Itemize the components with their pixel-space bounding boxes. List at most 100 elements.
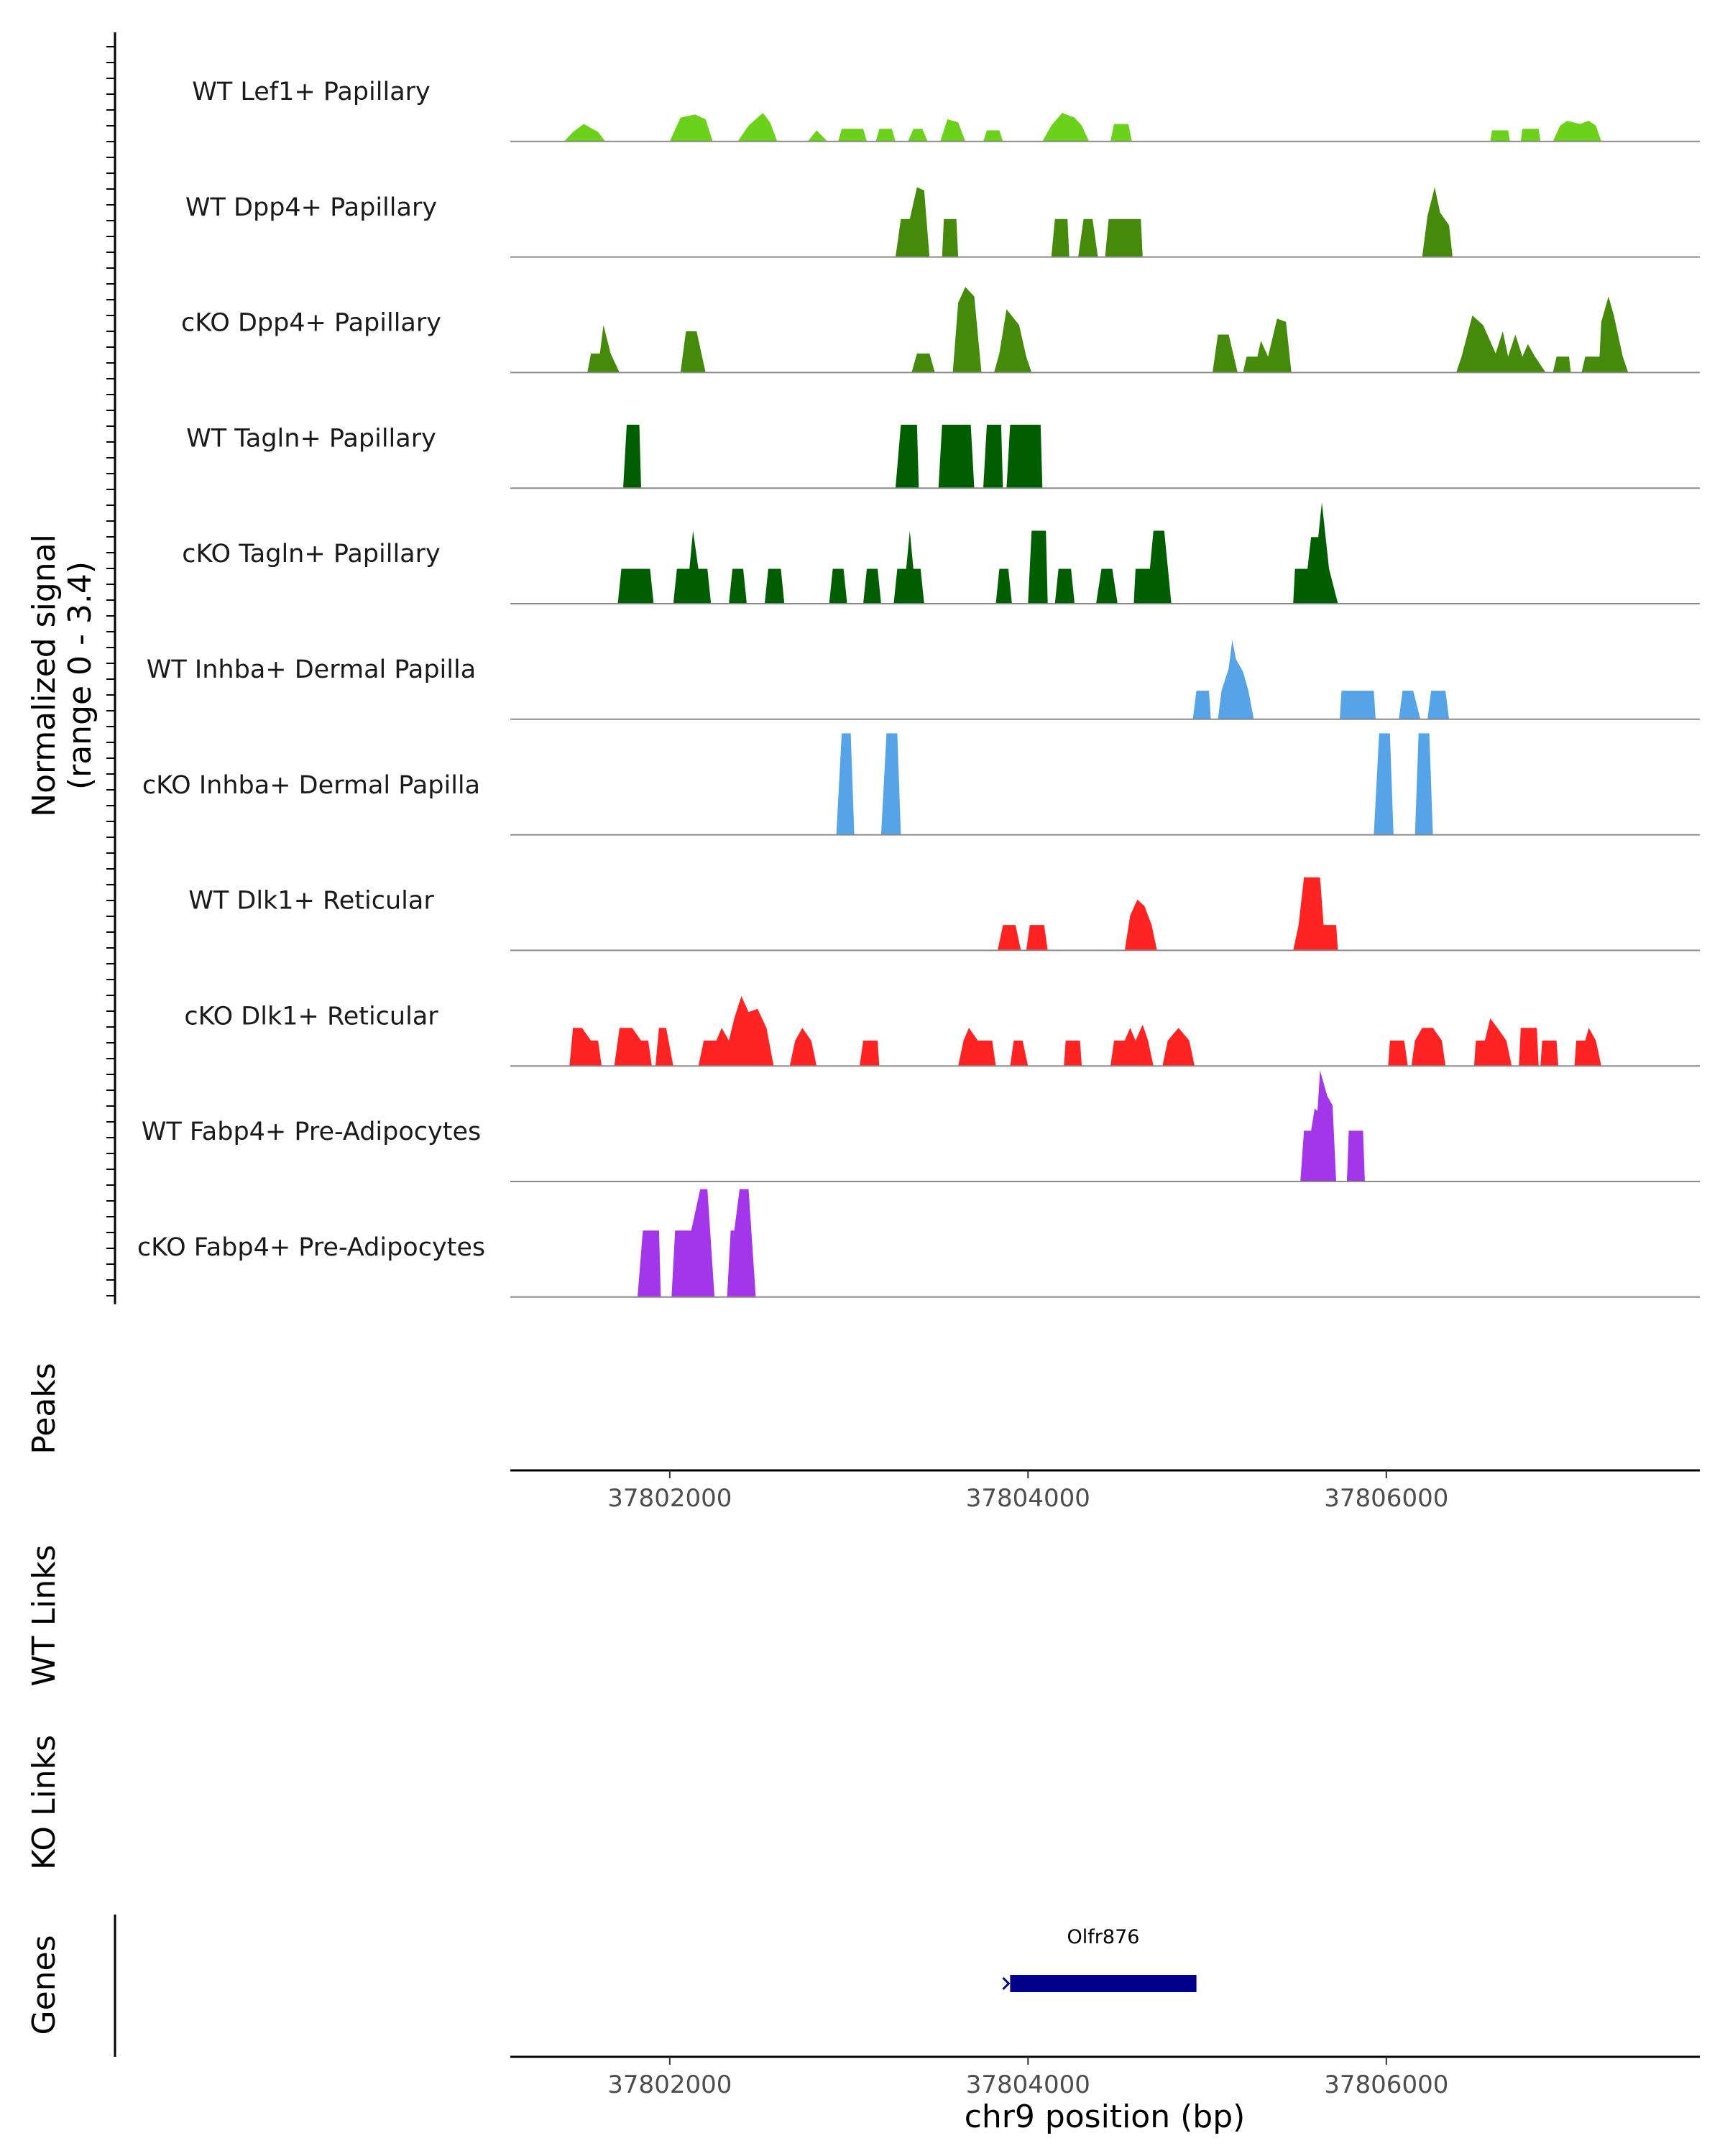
- signal-peak: [998, 925, 1021, 951]
- x-tick-label: 37804000: [966, 2070, 1090, 2099]
- signal-peak: [638, 1230, 661, 1297]
- x-tick-label: 37802000: [607, 1484, 732, 1513]
- signal-peak: [1293, 877, 1338, 951]
- signal-peak: [1010, 1040, 1029, 1067]
- signal-peak: [1427, 691, 1450, 719]
- signal-peak: [1054, 568, 1075, 604]
- signal-peak: [1028, 530, 1048, 604]
- peaks-x-axis: 37802000 37804000 37806000: [510, 1469, 1700, 1513]
- signal-peak: [1399, 691, 1421, 719]
- signal-peak: [729, 568, 747, 604]
- gene-name: Olfr876: [1067, 1926, 1140, 1948]
- signal-peak: [983, 130, 1003, 142]
- signal-peak: [669, 114, 713, 142]
- wt-links-panel-label: WT Links: [26, 1544, 63, 1686]
- signal-peak: [1540, 1040, 1559, 1067]
- x-tick-label: 37804000: [966, 1484, 1090, 1513]
- signal-peak: [1105, 218, 1143, 257]
- signal-peak: [1581, 296, 1629, 373]
- signal-peak: [875, 129, 896, 142]
- signal-peak: [1340, 691, 1376, 719]
- track-5: cKO Tagln+ Papillary: [182, 502, 1700, 604]
- signal-peak: [1311, 1070, 1336, 1181]
- signal-peak: [1520, 129, 1541, 142]
- signal-peak: [1133, 530, 1172, 604]
- signal-peak: [789, 1028, 817, 1067]
- x-tick-label: 37806000: [1324, 1484, 1448, 1513]
- signal-peak: [680, 331, 706, 373]
- signal-peak: [942, 218, 959, 257]
- signal-peak: [1064, 1040, 1082, 1067]
- signal-peak: [860, 1040, 880, 1067]
- signal-peak: [1374, 733, 1394, 835]
- signal-peak: [1110, 124, 1132, 142]
- signal-peak: [564, 124, 606, 142]
- signal-peak: [1026, 925, 1048, 951]
- track-label: WT Dlk1+ Reticular: [188, 887, 434, 916]
- signal-peak: [671, 1189, 715, 1297]
- x-axis-title: chr9 position (bp): [965, 2099, 1246, 2135]
- signal-peak: [863, 568, 881, 604]
- signal-peak: [1411, 1028, 1446, 1067]
- signal-peak: [1096, 568, 1118, 604]
- signal-axis-title: Normalized signal: [26, 534, 63, 817]
- track-7: cKO Inhba+ Dermal Papilla: [142, 733, 1700, 836]
- genes-panel-label: Genes: [26, 1935, 63, 2035]
- signal-peak: [623, 425, 641, 489]
- track-2: WT Dpp4+ Papillary: [185, 187, 1700, 258]
- signal-peak: [895, 425, 919, 489]
- track-1: WT Lef1+ Papillary: [192, 78, 1700, 142]
- signal-peak: [952, 287, 982, 373]
- track-6: WT Inhba+ Dermal Papilla: [147, 640, 1700, 720]
- track-label: cKO Fabp4+ Pre-Adipocytes: [137, 1233, 485, 1262]
- signal-peak: [895, 187, 930, 257]
- signal-peak: [1414, 733, 1433, 835]
- signal-peak: [1042, 113, 1090, 142]
- signal-peak: [587, 325, 620, 373]
- signal-peak: [1110, 1024, 1154, 1067]
- signal-peak: [1473, 1018, 1512, 1067]
- track-label: cKO Dlk1+ Reticular: [184, 1002, 438, 1031]
- signal-peak: [938, 425, 975, 489]
- signal-peak: [994, 309, 1032, 373]
- signal-axis-range: (range 0 - 3.4): [62, 561, 98, 790]
- track-11: cKO Fabp4+ Pre-Adipocytes: [137, 1189, 1700, 1298]
- signal-peak: [1192, 691, 1211, 719]
- signal-peak: [911, 353, 935, 373]
- signal-peak: [1552, 121, 1601, 142]
- signal-peak: [838, 129, 867, 142]
- signal-peak: [655, 1028, 673, 1067]
- genes-x-axis: 37802000 37804000 37806000: [510, 2055, 1700, 2099]
- signal-peak: [1388, 1040, 1408, 1067]
- signal-peak: [1124, 899, 1157, 951]
- signal-peak: [617, 568, 654, 604]
- signal-peak: [1574, 1028, 1601, 1067]
- track-label: WT Lef1+ Papillary: [192, 78, 431, 106]
- track-label: cKO Inhba+ Dermal Papilla: [142, 771, 480, 800]
- strand-arrow-icon: [1002, 1976, 1011, 1991]
- track-label: WT Dpp4+ Papillary: [185, 193, 437, 222]
- signal-y-axis: [106, 32, 116, 1304]
- x-tick-label: 37806000: [1324, 2070, 1448, 2099]
- signal-peak: [880, 733, 901, 835]
- signal-peak: [1456, 315, 1546, 373]
- track-3: cKO Dpp4+ Papillary: [181, 287, 1700, 374]
- signal-peak: [1293, 502, 1338, 604]
- signal-peak: [673, 530, 712, 604]
- track-label: WT Tagln+ Papillary: [186, 424, 436, 453]
- signal-peak: [940, 119, 966, 142]
- signal-peak: [1078, 218, 1098, 257]
- signal-peak: [1422, 187, 1453, 257]
- signal-peak: [1490, 130, 1510, 142]
- track-label: WT Inhba+ Dermal Papilla: [147, 655, 476, 684]
- signal-peak: [1347, 1130, 1365, 1181]
- track-9: cKO Dlk1+ Reticular: [184, 996, 1700, 1067]
- track-8: WT Dlk1+ Reticular: [188, 877, 1700, 952]
- signal-peak: [737, 113, 778, 142]
- signal-peak: [983, 425, 1003, 489]
- signal-peak: [1519, 1028, 1539, 1067]
- x-tick-label: 37802000: [607, 2070, 732, 2099]
- signal-peak: [569, 1028, 602, 1067]
- gene-body: [1010, 1975, 1197, 1992]
